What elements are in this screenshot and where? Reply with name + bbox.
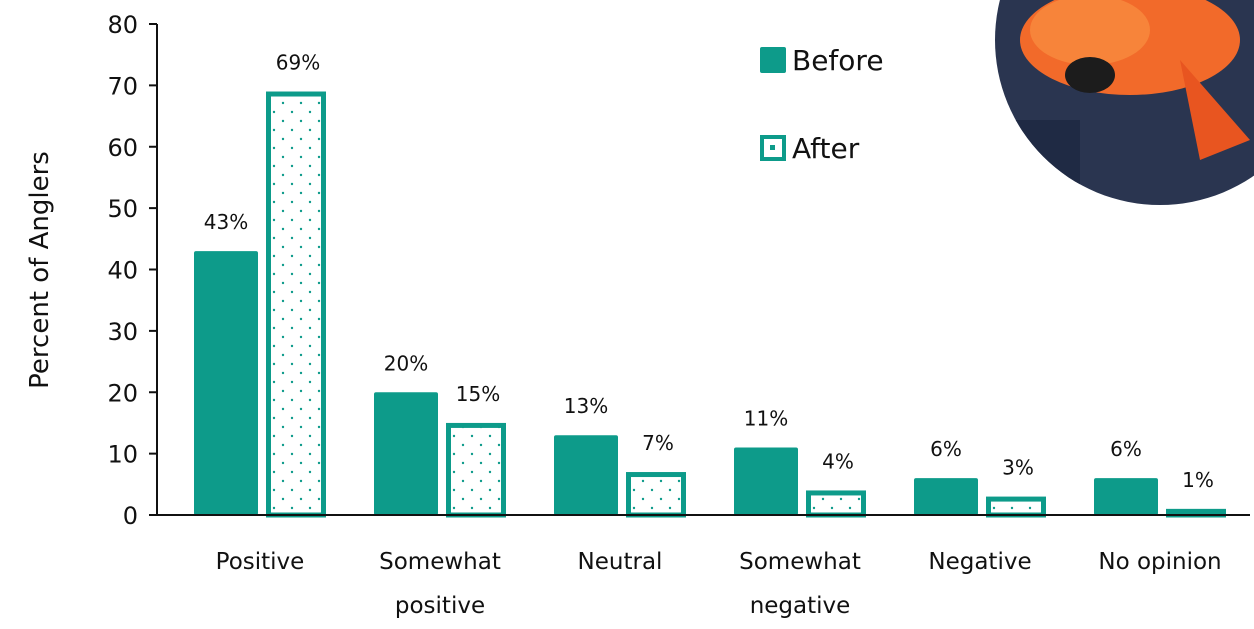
y-axis-label: Percent of Anglers xyxy=(25,151,55,389)
bar xyxy=(914,478,978,515)
y-tick-label: 0 xyxy=(123,502,138,530)
photo xyxy=(995,0,1254,205)
value-label: 7% xyxy=(642,431,674,455)
value-label: 1% xyxy=(1182,468,1214,492)
y-tick-label: 50 xyxy=(107,195,138,223)
value-label: 11% xyxy=(744,406,788,430)
bar xyxy=(554,435,618,515)
y-tick-label: 80 xyxy=(107,11,138,39)
x-tick-label: Negative xyxy=(928,549,1032,575)
value-label: 4% xyxy=(822,449,854,473)
value-label: 13% xyxy=(564,394,608,418)
y-tick-label: 70 xyxy=(107,72,138,100)
legend-swatch xyxy=(760,47,786,73)
bar xyxy=(194,251,258,515)
legend-label: Before xyxy=(792,44,884,77)
bar xyxy=(806,490,866,518)
bar xyxy=(1094,478,1158,515)
y-tick-label: 10 xyxy=(107,441,138,469)
value-label: 3% xyxy=(1002,456,1034,480)
y-tick-label: 60 xyxy=(107,134,138,162)
bar xyxy=(734,447,798,515)
value-label: 6% xyxy=(930,437,962,461)
x-tick-label: No opinion xyxy=(1098,549,1222,575)
bar xyxy=(986,496,1046,518)
x-tick-label: Neutral xyxy=(577,549,663,575)
x-tick-label: Somewhat negative xyxy=(739,549,861,619)
x-tick-label: Somewhat positive xyxy=(379,549,501,619)
y-tick-label: 30 xyxy=(107,318,138,346)
bar xyxy=(626,472,686,518)
value-label: 69% xyxy=(276,51,320,75)
x-tick-label: Positive xyxy=(215,549,305,575)
value-label: 6% xyxy=(1110,437,1142,461)
bar xyxy=(446,422,506,518)
value-label: 43% xyxy=(204,210,248,234)
y-tick-label: 40 xyxy=(107,257,138,285)
bar xyxy=(266,91,326,518)
value-label: 15% xyxy=(456,382,500,406)
legend-label: After xyxy=(792,132,860,165)
legend-swatch-dot xyxy=(770,145,775,150)
y-tick-label: 20 xyxy=(107,379,138,407)
value-label: 20% xyxy=(384,351,428,375)
bar xyxy=(374,392,438,515)
